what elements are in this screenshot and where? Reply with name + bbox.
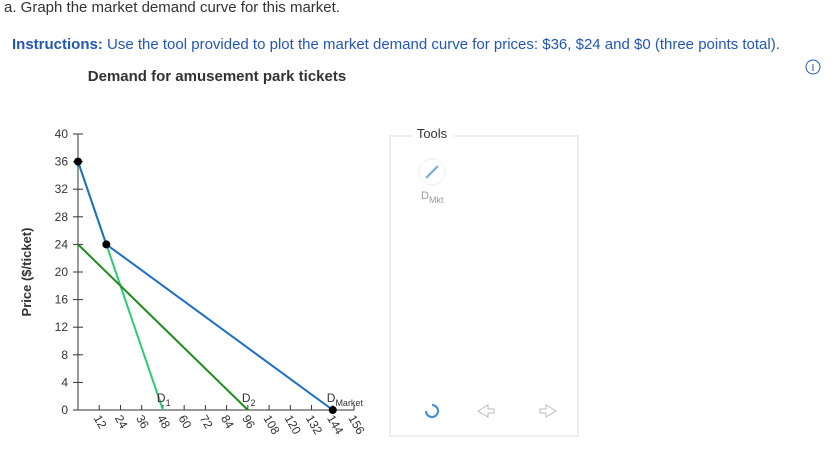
line-label-sub: Market [335, 398, 363, 408]
y-tick-label: 4 [61, 375, 68, 389]
x-tick-label: 156 [345, 413, 367, 438]
instructions: Instructions: Use the tool provided to p… [12, 36, 780, 53]
instructions-label: Instructions: [12, 36, 103, 53]
y-tick-label: 40 [55, 127, 69, 141]
point [328, 406, 337, 414]
y-axis-label: Price ($/ticket) [19, 228, 34, 317]
x-tick-label: 144 [324, 413, 346, 438]
line-tool-icon [425, 165, 439, 179]
line-label-sub: 2 [251, 398, 256, 408]
x-tick-label: 132 [303, 413, 325, 438]
y-tick-label: 8 [61, 348, 68, 362]
y-tick-label: 20 [55, 265, 69, 279]
point [74, 157, 82, 166]
question: a. Graph the market demand curve for thi… [4, 0, 340, 16]
line-label-main: D [242, 391, 251, 405]
demand-line [77, 243, 249, 411]
y-tick-label: 12 [55, 320, 69, 334]
x-tick-label: 84 [218, 413, 237, 432]
chart-title: Demand for amusement park tickets [88, 68, 346, 85]
tools-title-bg [412, 126, 454, 142]
y-tick-label: 16 [55, 293, 69, 307]
tool-label: DMkt [421, 190, 444, 205]
x-tick-label: 96 [239, 413, 258, 432]
y-tick-label: 28 [55, 210, 69, 224]
tools-title: Tools [417, 126, 448, 141]
tool-label-main: D [421, 190, 429, 202]
y-tick-label: 36 [55, 155, 69, 169]
x-tick-label: 72 [197, 413, 216, 432]
redo-button[interactable] [539, 404, 557, 418]
instructions-text: Use the tool provided to plot the market… [107, 36, 780, 53]
x-tick-label: 12 [91, 413, 110, 432]
y-tick-label: 0 [61, 403, 68, 417]
x-tick-label: 60 [176, 413, 195, 432]
line-label: DMarket [327, 391, 364, 408]
x-tick-label: 48 [154, 413, 173, 432]
y-tick-label: 32 [55, 182, 69, 196]
undo-button[interactable] [477, 404, 495, 418]
line-label-main: D [327, 391, 336, 405]
tool-label-sub: Mkt [429, 195, 444, 205]
x-tick-label: 108 [260, 413, 282, 438]
demand-line [77, 161, 334, 411]
point [102, 240, 111, 249]
line-label: D1 [157, 391, 171, 408]
info-icon[interactable] [805, 59, 821, 75]
y-tick-label: 24 [55, 237, 69, 251]
reset-button[interactable] [425, 404, 439, 418]
line-label-main: D [157, 391, 166, 405]
x-tick-label: 24 [112, 413, 131, 432]
line-label-sub: 1 [166, 398, 171, 408]
tools-panel [389, 135, 579, 437]
x-tick-label: 36 [133, 413, 152, 432]
x-tick-label: 120 [282, 413, 304, 438]
line-label: D2 [242, 391, 256, 408]
